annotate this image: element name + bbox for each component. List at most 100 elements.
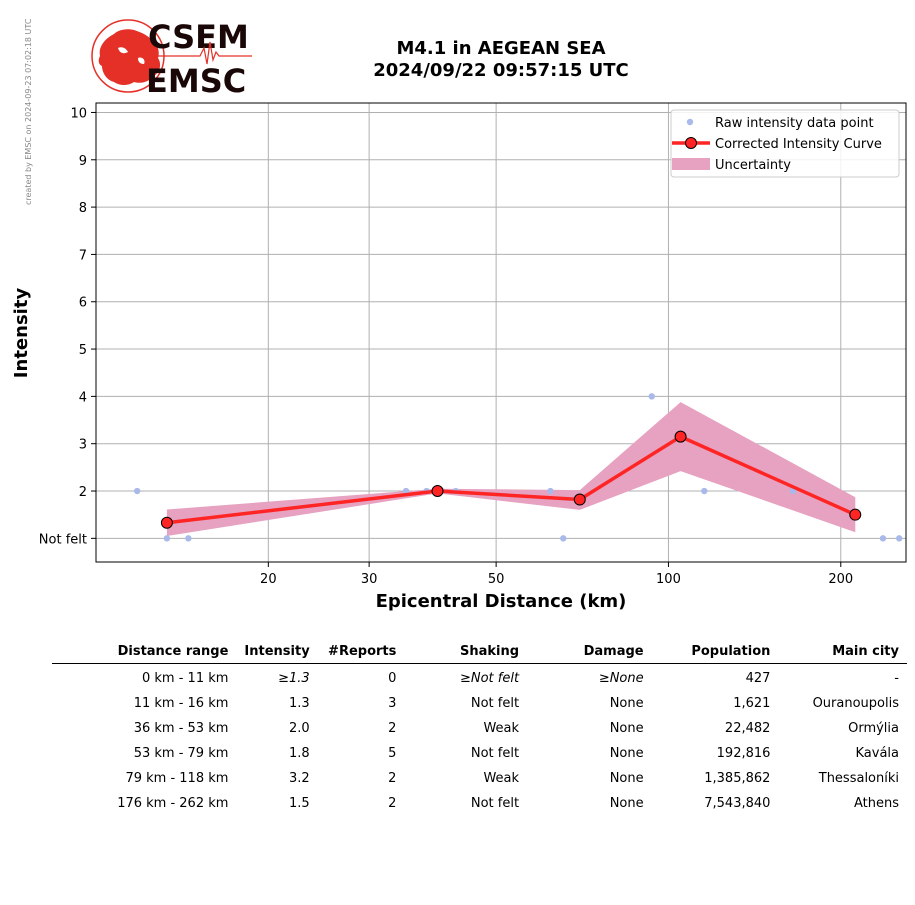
watermark-text: created by EMSC on 2024-09-23 07:02:18 U… bbox=[24, 18, 33, 205]
cell-shaking: Weak bbox=[483, 771, 520, 786]
header-shaking: Shaking bbox=[404, 640, 528, 664]
cell-intensity: 3.2 bbox=[289, 771, 310, 786]
legend-uncertainty-swatch bbox=[672, 158, 710, 170]
cell-shaking: Not felt bbox=[470, 746, 520, 761]
cell-distance-range: 36 km - 53 km bbox=[133, 721, 229, 736]
cell-population: 427 bbox=[745, 671, 771, 686]
y-axis-ticks: Not felt 2 3 4 5 6 7 8 9 10 bbox=[39, 106, 96, 547]
cell-intensity: ≥1.3 bbox=[278, 671, 310, 686]
table-row: 11 km - 16 km 1.3 3 Not felt None 1,621 … bbox=[52, 691, 907, 716]
x-tick-label: 20 bbox=[260, 572, 277, 587]
cell-population: 7,543,840 bbox=[704, 796, 771, 811]
intensity-curve-marker bbox=[431, 485, 444, 498]
chart-title-line2: 2024/09/22 09:57:15 UTC bbox=[373, 60, 629, 81]
y-tick-label: 6 bbox=[79, 296, 87, 311]
legend: Raw intensity data point Corrected Inten… bbox=[670, 109, 900, 178]
header-reports: #Reports bbox=[317, 640, 405, 664]
csem-emsc-logo: CSEM EMSC bbox=[88, 18, 254, 100]
x-tick-label: 200 bbox=[828, 572, 853, 587]
cell-damage: None bbox=[609, 696, 644, 711]
x-axis-label: Epicentral Distance (km) bbox=[376, 591, 627, 612]
chart-title-line1: M4.1 in AEGEAN SEA bbox=[396, 38, 606, 59]
cell-main-city: Ormýlia bbox=[848, 721, 899, 736]
table-row: 0 km - 11 km ≥1.3 0 ≥Not felt ≥None 427 … bbox=[52, 664, 907, 692]
logo-text-csem: CSEM bbox=[148, 18, 249, 56]
y-tick-label: 5 bbox=[79, 343, 87, 358]
cell-reports: 3 bbox=[388, 696, 397, 711]
y-tick-label: 7 bbox=[79, 248, 87, 263]
table-row: 53 km - 79 km 1.8 5 Not felt None 192,81… bbox=[52, 741, 907, 766]
cell-reports: 2 bbox=[388, 721, 397, 736]
cell-main-city: Thessaloníki bbox=[818, 771, 899, 786]
cell-population: 22,482 bbox=[724, 721, 771, 736]
y-tick-label: 8 bbox=[79, 201, 87, 216]
x-tick-label: 30 bbox=[361, 572, 378, 587]
table-row: 176 km - 262 km 1.5 2 Not felt None 7,54… bbox=[52, 791, 907, 816]
raw-data-point bbox=[560, 535, 567, 542]
logo-europe-map-icon bbox=[98, 29, 161, 85]
header-damage: Damage bbox=[527, 640, 652, 664]
legend-raw-marker bbox=[686, 118, 694, 126]
cell-intensity: 1.3 bbox=[289, 696, 310, 711]
cell-main-city: - bbox=[894, 671, 899, 686]
plot-frame bbox=[95, 102, 907, 563]
legend-uncertainty-label: Uncertainty bbox=[715, 158, 791, 173]
raw-data-point bbox=[163, 535, 171, 542]
cell-population: 1,385,862 bbox=[704, 771, 771, 786]
cell-main-city: Ouranoupolis bbox=[812, 696, 899, 711]
intensity-summary-table: Distance range Intensity #Reports Shakin… bbox=[52, 640, 907, 816]
raw-data-point bbox=[879, 535, 887, 542]
cell-shaking: Weak bbox=[483, 721, 520, 736]
cell-intensity: 1.8 bbox=[289, 746, 310, 761]
cell-distance-range: 11 km - 16 km bbox=[133, 696, 229, 711]
intensity-curve-marker bbox=[674, 430, 687, 443]
raw-data-point bbox=[701, 487, 708, 495]
intensity-curve-marker bbox=[573, 493, 586, 506]
header-distance-range: Distance range bbox=[52, 640, 237, 664]
intensity-curve-marker bbox=[160, 516, 173, 529]
cell-shaking: Not felt bbox=[470, 796, 520, 811]
x-axis-ticks: 20 30 50 100 200 bbox=[260, 562, 853, 587]
cell-damage: None bbox=[609, 796, 644, 811]
cell-reports: 0 bbox=[388, 671, 397, 686]
raw-data-point bbox=[547, 487, 554, 495]
cell-damage: None bbox=[609, 746, 644, 761]
y-tick-label: 4 bbox=[79, 390, 87, 405]
x-tick-label: 100 bbox=[656, 572, 681, 587]
cell-distance-range: 53 km - 79 km bbox=[133, 746, 229, 761]
cell-population: 1,621 bbox=[733, 696, 771, 711]
y-tick-label: 9 bbox=[79, 154, 87, 169]
legend-curve-label: Corrected Intensity Curve bbox=[715, 137, 882, 152]
header-main-city: Main city bbox=[778, 640, 907, 664]
cell-reports: 5 bbox=[388, 746, 397, 761]
table-row: 36 km - 53 km 2.0 2 Weak None 22,482 Orm… bbox=[52, 716, 907, 741]
intensity-chart: 20 30 50 100 200 Not felt 2 3 4 5 6 7 8 9 10 Epicentr… bbox=[11, 102, 907, 612]
table-row: 79 km - 118 km 3.2 2 Weak None 1,385,862… bbox=[52, 766, 907, 791]
y-axis-label: Intensity bbox=[11, 288, 32, 379]
table-header-row: Distance range Intensity #Reports Shakin… bbox=[52, 640, 907, 664]
cell-damage: ≥None bbox=[598, 671, 644, 686]
cell-shaking: Not felt bbox=[470, 696, 520, 711]
intensity-curve-marker bbox=[849, 508, 862, 521]
logo-text-emsc: EMSC bbox=[146, 62, 246, 98]
raw-data-point bbox=[185, 535, 192, 542]
header-population: Population bbox=[651, 640, 779, 664]
cell-intensity: 1.5 bbox=[289, 796, 310, 811]
raw-data-point bbox=[648, 393, 655, 400]
chart-title: M4.1 in AEGEAN SEA 2024/09/22 09:57:15 U… bbox=[300, 38, 702, 82]
y-tick-label: 3 bbox=[79, 438, 87, 453]
cell-shaking: ≥Not felt bbox=[459, 671, 520, 686]
cell-distance-range: 0 km - 11 km bbox=[142, 671, 229, 686]
legend-box bbox=[670, 109, 900, 178]
cell-intensity: 2.0 bbox=[289, 721, 310, 736]
cell-population: 192,816 bbox=[716, 746, 771, 761]
cell-main-city: Kavála bbox=[855, 746, 899, 761]
header-intensity: Intensity bbox=[236, 640, 318, 664]
y-tick-label: 10 bbox=[70, 106, 87, 121]
cell-reports: 2 bbox=[388, 796, 397, 811]
y-tick-label: Not felt bbox=[39, 532, 87, 547]
x-tick-label: 50 bbox=[488, 572, 505, 587]
legend-raw-label: Raw intensity data point bbox=[715, 116, 874, 131]
intensity-curve bbox=[160, 430, 862, 529]
cell-damage: None bbox=[609, 771, 644, 786]
